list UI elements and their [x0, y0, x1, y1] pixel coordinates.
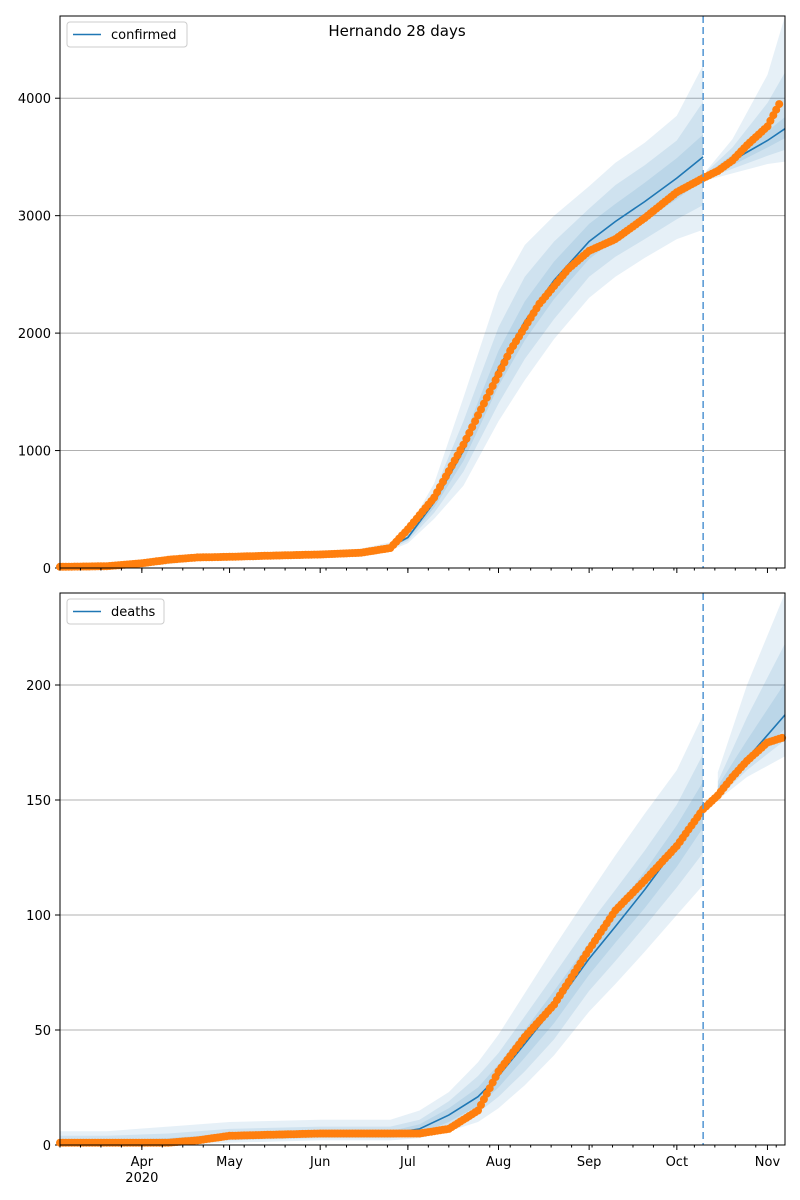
uncertainty-band: [706, 16, 785, 181]
y-tick-label: 50: [34, 1024, 51, 1039]
observed-point: [482, 393, 491, 402]
observed-point: [500, 358, 509, 367]
observed-point: [474, 411, 482, 420]
legend-label: deaths: [111, 605, 156, 620]
x-tick-label: May: [216, 1155, 243, 1170]
legend-label: confirmed: [111, 28, 177, 43]
observed-point: [471, 417, 480, 426]
uncertainty-band: [717, 643, 785, 798]
x-tick-label: Nov: [755, 1155, 781, 1170]
observed-point: [488, 382, 497, 390]
x-tick-label: Oct: [666, 1155, 688, 1170]
uncertainty-band: [60, 714, 704, 1145]
y-tick-label: 150: [26, 794, 51, 809]
x-tick-label: Jul: [399, 1155, 416, 1170]
uncertainty-band: [60, 781, 704, 1145]
uncertainty-band: [60, 65, 704, 569]
observed-point: [459, 440, 468, 449]
y-tick-label: 2000: [18, 327, 51, 342]
plot-frame: [59, 592, 786, 1146]
observed-point: [778, 733, 787, 742]
uncertainty-band: [717, 682, 785, 796]
y-tick-label: 0: [43, 562, 51, 577]
x-tick-label: Jun: [309, 1155, 330, 1170]
deaths-panel: 0 50 100 150 200 Apr May Jun Jul Aug Sep Oct Nov 2020…: [26, 592, 787, 1186]
observed-point: [491, 376, 500, 385]
observed-point: [494, 370, 503, 379]
x-tick-label: Aug: [486, 1155, 511, 1170]
y-tick-label: 1000: [18, 445, 51, 460]
confirmed-panel: 0 1000 2000 3000 4000 confirmed: [18, 15, 786, 577]
uncertainty-band: [60, 754, 704, 1145]
legend-box: [66, 21, 188, 48]
x-year-label: 2020: [125, 1171, 158, 1186]
plot-frame: [59, 15, 786, 569]
legend-box: [66, 598, 165, 625]
x-tick-label: Apr: [131, 1155, 154, 1170]
y-tick-label: 200: [26, 679, 51, 694]
uncertainty-band: [717, 593, 785, 800]
y-tick-label: 100: [26, 909, 51, 924]
observed-point: [462, 434, 471, 443]
x-tick-label: Sep: [577, 1155, 602, 1170]
observed-point: [503, 352, 512, 361]
observed-point: [468, 423, 477, 432]
y-tick-label: 0: [43, 1139, 51, 1154]
observed-point: [479, 399, 488, 408]
uncertainty-band: [706, 72, 785, 179]
observed-point: [775, 100, 784, 109]
y-tick-label: 4000: [18, 92, 51, 107]
chart-title: Hernando 28 days: [328, 22, 466, 40]
y-tick-label: 3000: [18, 210, 51, 225]
